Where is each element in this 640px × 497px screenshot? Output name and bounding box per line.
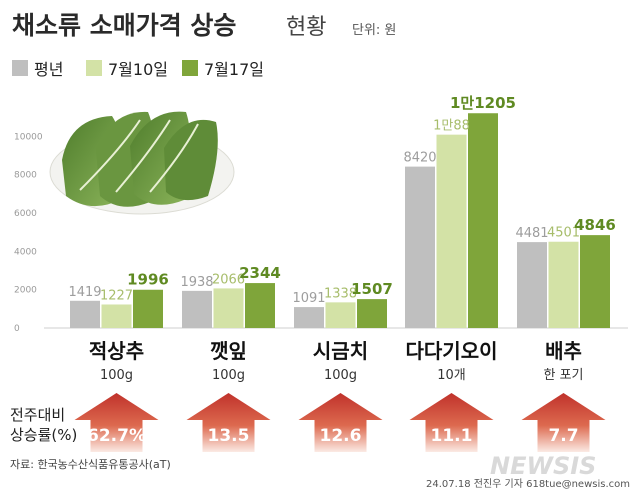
unit-label-4: 한 포기: [543, 368, 583, 383]
bar-0-1: [101, 304, 132, 328]
category-label-4: 배추: [545, 339, 582, 363]
value-label-0-0: 1419: [68, 285, 101, 300]
unit-label: 단위: 원: [352, 23, 396, 38]
change-arrow-1: [186, 393, 271, 452]
bar-0-0: [70, 300, 100, 328]
value-label-2-2: 1507: [351, 280, 393, 298]
value-label-2-0: 1091: [292, 291, 325, 306]
unit-label-0: 100g: [100, 368, 133, 383]
category-label-3: 다다기오이: [406, 339, 498, 363]
bar-3-0: [405, 166, 435, 328]
bar-1-0: [182, 290, 212, 328]
legend-label-jul10: 7월10일: [108, 60, 168, 79]
value-label-0-1: 1227: [100, 288, 133, 303]
bar-3-2: [468, 113, 498, 328]
title: 채소류 소매가격 상승: [12, 11, 236, 40]
unit-label-2: 100g: [324, 368, 357, 383]
lettuce-illustration: [49, 111, 235, 215]
change-label-line2: 상승률(%): [10, 426, 77, 444]
category-label-0: 적상추: [89, 339, 144, 363]
change-label-line1: 전주대비: [10, 406, 65, 424]
value-label-1-2: 2344: [239, 264, 281, 282]
value-label-2-1: 1338: [324, 286, 357, 301]
bar-4-2: [580, 235, 610, 328]
change-arrow-2: [298, 393, 383, 452]
value-label-4-0: 4481: [515, 226, 548, 241]
bar-3-1: [436, 134, 467, 328]
credit-text: 24.07.18 전진우 기자 618tue@newsis.com: [426, 478, 630, 490]
bar-2-2: [357, 299, 387, 328]
y-tick-label-0: 0: [14, 324, 20, 334]
bar-4-0: [517, 242, 547, 328]
change-value-4: 7.7: [548, 426, 578, 446]
legend-swatch-jul10: [86, 60, 102, 76]
legend-swatch-jul17: [182, 60, 198, 76]
change-value-3: 11.1: [431, 426, 473, 446]
newsis-logo: NEWSIS: [490, 452, 596, 480]
value-label-4-2: 4846: [574, 216, 616, 234]
legend-label-normal: 평년: [34, 60, 63, 79]
value-label-1-0: 1938: [180, 275, 213, 290]
change-value-1: 13.5: [208, 426, 250, 446]
y-axis: 0 2000 4000 6000 8000 10000: [14, 132, 43, 334]
category-labels: 적상추 100g 깻잎 100g 시금치 100g 다다기오이 10개 배추한 포기: [89, 339, 584, 383]
value-label-3-2: 1만1205: [450, 94, 516, 112]
bar-0-2: [133, 289, 163, 328]
value-label-1-1: 2066: [212, 272, 245, 287]
category-label-1: 깻잎: [210, 339, 247, 363]
change-arrows: 62.7% 13.5 12.6 11.1 7.7: [74, 393, 606, 452]
y-tick-label-4: 8000: [14, 171, 37, 181]
bar-1-2: [245, 283, 275, 328]
y-tick-label-1: 2000: [14, 286, 37, 296]
bars: [70, 113, 610, 328]
value-label-3-0: 8420: [403, 151, 436, 166]
change-value-2: 12.6: [320, 426, 362, 446]
unit-label-3: 10개: [437, 368, 466, 383]
title-light: 현황: [286, 15, 326, 40]
legend-swatch-normal: [12, 60, 28, 76]
bar-2-1: [325, 302, 356, 328]
change-arrow-4: [521, 393, 606, 452]
value-label-3-1: 1만88: [433, 119, 470, 134]
y-tick-label-3: 6000: [14, 209, 37, 219]
change-arrow-0: [74, 393, 159, 452]
change-arrow-3: [409, 393, 494, 452]
value-label-4-1: 4501: [547, 226, 580, 241]
bar-2-0: [294, 307, 324, 328]
value-label-0-2: 1996: [127, 271, 169, 289]
bar-4-1: [548, 241, 579, 328]
bar-1-1: [213, 288, 244, 328]
y-tick-label-2: 4000: [14, 247, 37, 257]
category-label-2: 시금치: [313, 339, 368, 363]
y-tick-label-5: 10000: [14, 132, 43, 142]
change-value-0: 62.7%: [87, 426, 146, 446]
source-text: 자료: 한국농수산식품유통공사(aT): [10, 458, 171, 471]
legend-label-jul17: 7월17일: [204, 60, 264, 79]
unit-label-1: 100g: [212, 368, 245, 383]
